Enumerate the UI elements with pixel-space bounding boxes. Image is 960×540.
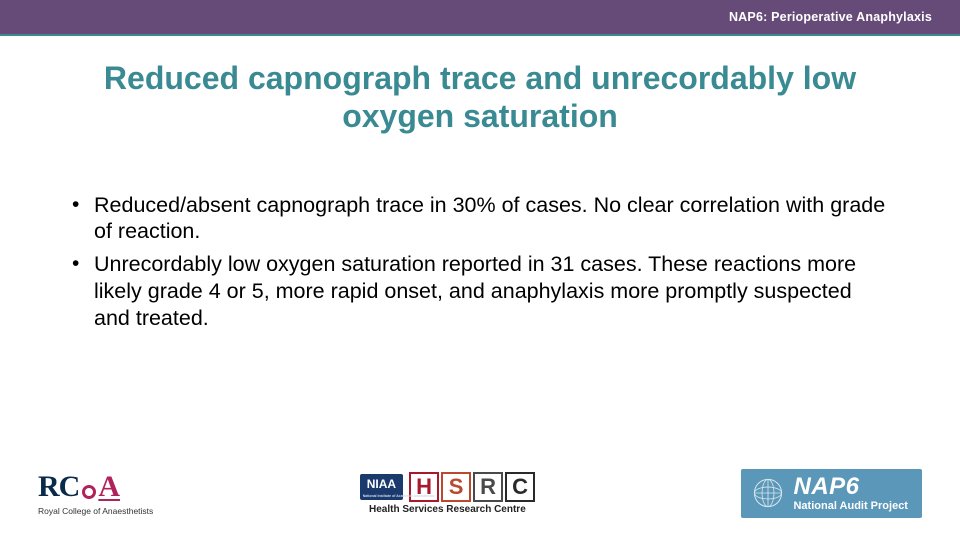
footer-logos: R C A Royal College of Anaesthetists NIA… — [0, 458, 960, 528]
hsrc-logo: NIAA National Institute of Academic Anae… — [360, 472, 535, 515]
rcoa-letter-a: A — [98, 470, 120, 504]
bullet-item: Reduced/absent capnograph trace in 30% o… — [70, 192, 890, 246]
nap6-text: NAP6 National Audit Project — [793, 475, 908, 512]
hsrc-top-row: NIAA National Institute of Academic Anae… — [360, 472, 535, 502]
nap6-globe-icon — [751, 476, 785, 510]
hsrc-letter-c: C — [505, 472, 535, 502]
title-container: Reduced capnograph trace and unrecordabl… — [0, 36, 960, 148]
header-bar: NAP6: Perioperative Anaphylaxis — [0, 0, 960, 34]
nap6-title: NAP6 — [793, 475, 908, 499]
hsrc-letter-r: R — [473, 472, 503, 502]
rcoa-logo: R C A Royal College of Anaesthetists — [38, 470, 153, 516]
rcoa-letter-r: R — [38, 470, 60, 504]
rcoa-letter-c: C — [59, 470, 81, 504]
hsrc-letter-s: S — [441, 472, 471, 502]
slide-title: Reduced capnograph trace and unrecordabl… — [60, 60, 900, 136]
hsrc-subtitle: Health Services Research Centre — [369, 504, 526, 515]
bullet-item: Unrecordably low oxygen saturation repor… — [70, 251, 890, 332]
niaa-badge: NIAA National Institute of Academic Anae… — [360, 474, 403, 500]
slide: NAP6: Perioperative Anaphylaxis Reduced … — [0, 0, 960, 540]
nap6-subtitle: National Audit Project — [793, 501, 908, 512]
header-label: NAP6: Perioperative Anaphylaxis — [729, 10, 932, 24]
nap6-logo: NAP6 National Audit Project — [741, 469, 922, 518]
bullet-list: Reduced/absent capnograph trace in 30% o… — [70, 192, 890, 332]
niaa-subtext: National Institute of Academic Anaesthes… — [363, 495, 435, 499]
niaa-text: NIAA — [367, 477, 396, 491]
body-container: Reduced/absent capnograph trace in 30% o… — [0, 148, 960, 338]
rcoa-subtitle: Royal College of Anaesthetists — [38, 506, 153, 516]
rcoa-letter-o-icon — [82, 485, 96, 499]
rcoa-mark: R C A — [38, 470, 120, 504]
